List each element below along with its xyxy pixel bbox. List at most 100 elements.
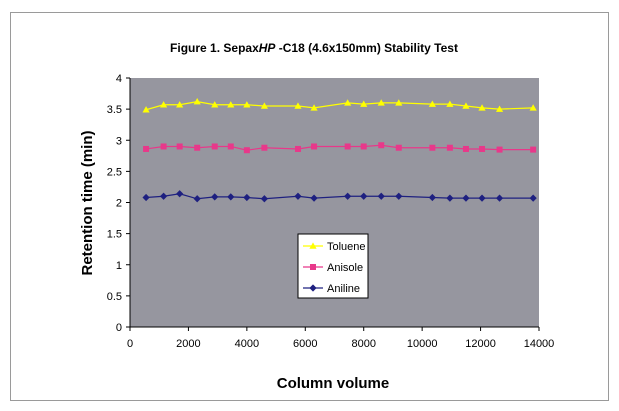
data-point bbox=[294, 102, 302, 109]
data-point bbox=[227, 101, 235, 108]
data-point bbox=[311, 143, 318, 150]
legend-item: Toluene bbox=[303, 241, 366, 253]
data-point bbox=[159, 101, 168, 108]
y-tick-label: 0 bbox=[116, 322, 122, 334]
legend-swatch-marker bbox=[310, 264, 316, 270]
data-point bbox=[243, 193, 251, 202]
data-point bbox=[395, 99, 403, 106]
data-point bbox=[495, 105, 504, 112]
data-point bbox=[176, 190, 184, 198]
legend-label: Toluene bbox=[327, 241, 366, 253]
legend: Toluene Anisole Aniline bbox=[297, 233, 369, 299]
data-point bbox=[360, 192, 368, 200]
chart-title-part-italic: HP bbox=[259, 41, 277, 55]
data-point bbox=[496, 146, 503, 153]
legend-label: Anisole bbox=[327, 262, 363, 274]
data-point bbox=[378, 142, 385, 149]
data-point bbox=[227, 193, 235, 201]
x-tick-label: 10000 bbox=[407, 338, 438, 350]
data-point bbox=[395, 192, 403, 200]
data-point bbox=[478, 194, 486, 202]
legend-swatch-marker bbox=[309, 242, 317, 249]
x-tick-label: 14000 bbox=[524, 338, 555, 350]
data-point bbox=[446, 144, 453, 151]
data-point bbox=[294, 145, 301, 152]
y-tick-label: 3 bbox=[116, 135, 122, 147]
data-point bbox=[310, 194, 318, 202]
y-tick-label: 2.5 bbox=[107, 166, 122, 178]
x-tick-label: 12000 bbox=[465, 338, 496, 350]
x-axis-label: Column volume bbox=[277, 375, 390, 392]
chart-frame bbox=[10, 12, 609, 401]
legend-label: Aniline bbox=[327, 283, 360, 295]
data-point bbox=[143, 145, 150, 152]
chart-title-part: -C18 (4.6x150mm) Stability Test bbox=[275, 41, 458, 55]
data-point bbox=[395, 144, 402, 151]
series-anisole bbox=[143, 142, 537, 154]
data-point bbox=[344, 99, 352, 106]
data-point bbox=[529, 194, 537, 202]
y-tick-label: 3.5 bbox=[107, 104, 122, 116]
chart-title: Figure 1. SepaxHP -C18 (4.6x150mm) Stabi… bbox=[170, 41, 458, 55]
data-point bbox=[462, 145, 469, 152]
legend-item: Anisole bbox=[303, 262, 363, 274]
chart-title-part: Figure 1. Sepax bbox=[170, 41, 259, 55]
data-point bbox=[176, 101, 184, 108]
series-line bbox=[145, 101, 534, 111]
legend-box bbox=[297, 233, 369, 299]
data-point bbox=[446, 194, 454, 202]
y-tick-label: 2 bbox=[116, 198, 122, 210]
data-point bbox=[428, 193, 436, 202]
x-tick-label: 4000 bbox=[235, 338, 259, 350]
y-tick-label: 4 bbox=[116, 73, 122, 85]
data-point bbox=[495, 194, 504, 202]
y-tick-label: 0.5 bbox=[107, 291, 122, 303]
data-point bbox=[211, 193, 219, 201]
series-aniline bbox=[142, 190, 537, 203]
data-point bbox=[462, 194, 470, 202]
series-layer bbox=[142, 98, 537, 203]
x-tick-label: 6000 bbox=[293, 338, 317, 350]
x-tick-label: 8000 bbox=[351, 338, 375, 350]
data-point bbox=[142, 106, 150, 113]
data-point bbox=[243, 147, 250, 154]
data-point bbox=[428, 100, 436, 107]
data-point bbox=[479, 145, 486, 152]
data-point bbox=[446, 100, 454, 107]
data-point bbox=[377, 99, 385, 106]
data-point bbox=[529, 104, 537, 111]
data-point bbox=[160, 143, 167, 150]
data-point bbox=[243, 101, 251, 108]
legend-swatch-marker bbox=[309, 284, 317, 292]
y-tick-label: 1.5 bbox=[107, 229, 122, 241]
data-point bbox=[429, 144, 436, 151]
data-point bbox=[159, 192, 168, 200]
data-point bbox=[211, 101, 219, 108]
tick-labels: 0 0.5 1 1.5 2 2.5 3 3.5 4 0 2000 4000 6000 8000 10000 1… bbox=[107, 73, 555, 350]
data-point bbox=[344, 143, 351, 150]
data-point bbox=[193, 195, 201, 203]
data-point bbox=[260, 102, 268, 109]
y-axis-label: Retention time (min) bbox=[79, 130, 96, 275]
data-point bbox=[462, 102, 470, 109]
data-point bbox=[530, 146, 537, 153]
data-point bbox=[377, 192, 385, 200]
x-tick-label: 0 bbox=[127, 338, 133, 350]
data-point bbox=[344, 192, 352, 200]
data-point bbox=[176, 143, 183, 150]
series-toluene bbox=[142, 98, 537, 113]
data-point bbox=[310, 104, 318, 111]
y-tick-label: 1 bbox=[116, 260, 122, 272]
data-point bbox=[360, 143, 367, 150]
data-point bbox=[360, 100, 368, 107]
data-point bbox=[211, 143, 218, 150]
data-point bbox=[194, 144, 201, 151]
data-point bbox=[261, 144, 268, 151]
data-point bbox=[260, 195, 268, 203]
x-tick-label: 2000 bbox=[176, 338, 200, 350]
data-point bbox=[193, 98, 201, 105]
data-point bbox=[142, 193, 150, 202]
data-point bbox=[478, 104, 486, 111]
data-point bbox=[294, 192, 302, 200]
legend-item: Aniline bbox=[303, 283, 360, 295]
